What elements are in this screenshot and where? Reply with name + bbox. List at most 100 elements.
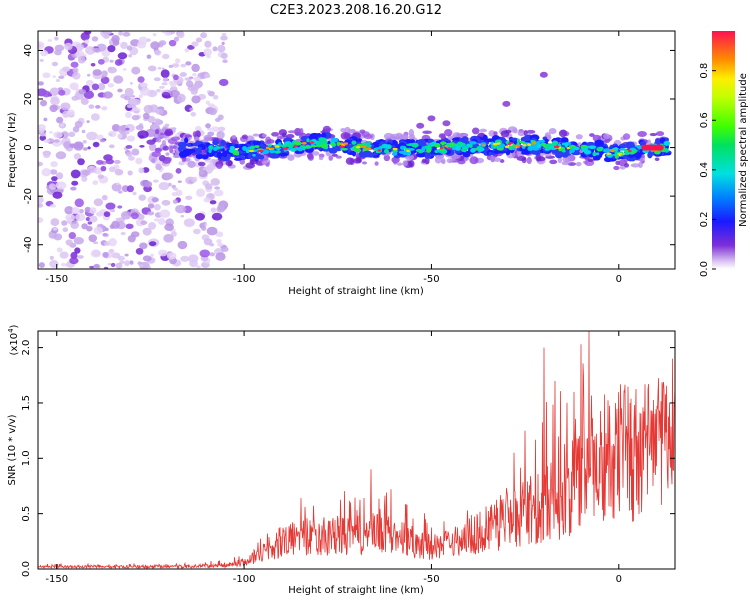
noise-blob xyxy=(185,195,193,201)
noise-blob xyxy=(38,203,44,208)
noise-blob xyxy=(180,63,187,68)
noise-blob xyxy=(49,255,54,260)
band-core-blob xyxy=(628,153,635,159)
noise-blob xyxy=(53,139,60,143)
noise-blob xyxy=(50,97,60,106)
band-halo-blob xyxy=(252,133,260,137)
band-core-blob xyxy=(195,153,204,160)
noise-blob xyxy=(148,241,157,247)
band-core-blob xyxy=(462,150,471,158)
colorbar-tick-label: 0.8 xyxy=(699,63,710,79)
side-emission-blob xyxy=(502,100,511,107)
band-core-blob xyxy=(258,144,266,148)
band-halo-blob xyxy=(216,163,223,169)
noise-blob xyxy=(126,135,136,142)
noise-blob xyxy=(215,252,226,261)
noise-blob xyxy=(122,31,131,37)
band-hot-blob xyxy=(269,147,275,150)
noise-blob xyxy=(153,218,160,222)
noise-blob xyxy=(203,197,211,203)
band-halo-blob xyxy=(549,159,558,165)
noise-blob xyxy=(206,163,215,172)
noise-blob xyxy=(158,40,167,46)
noise-blob xyxy=(138,36,148,45)
band-peak-blob xyxy=(612,147,618,151)
band-peak-blob xyxy=(434,143,441,148)
snr-y-tick-label: 0.0 xyxy=(21,561,32,577)
band-core-blob xyxy=(482,134,488,142)
noise-blob xyxy=(115,182,120,186)
band-peak-blob xyxy=(614,154,619,159)
band-peak-blob xyxy=(321,143,328,149)
band-halo-blob xyxy=(516,156,527,161)
band-halo-blob xyxy=(421,158,427,164)
noise-blob xyxy=(52,191,63,199)
band-halo-blob xyxy=(285,134,295,139)
noise-blob xyxy=(216,239,222,244)
band-hot-blob xyxy=(566,146,570,150)
band-halo-blob xyxy=(589,133,595,137)
band-halo-blob xyxy=(328,155,334,161)
noise-blob xyxy=(55,79,61,82)
band-halo-blob xyxy=(245,162,256,169)
noise-blob xyxy=(92,69,102,76)
noise-blob xyxy=(139,242,148,250)
noise-blob xyxy=(89,207,97,214)
noise-blob xyxy=(91,83,100,91)
noise-blob xyxy=(100,165,107,172)
band-core-blob xyxy=(368,153,374,158)
noise-blob xyxy=(108,130,117,138)
band-halo-blob xyxy=(197,161,206,167)
noise-blob xyxy=(155,88,161,93)
band-halo-blob xyxy=(318,156,324,161)
band-halo-blob xyxy=(307,154,314,161)
noise-blob xyxy=(168,64,174,68)
noise-blob xyxy=(171,191,179,197)
band-hot-blob xyxy=(606,152,612,155)
noise-blob xyxy=(85,79,94,87)
noise-blob xyxy=(115,262,123,269)
noise-blob xyxy=(124,253,129,257)
band-peak-blob xyxy=(281,144,288,148)
band-peak-blob xyxy=(511,147,515,151)
noise-blob xyxy=(58,89,66,96)
noise-blob xyxy=(93,263,100,268)
noise-blob xyxy=(90,113,100,121)
snr-y-tick-label: 1.5 xyxy=(21,395,32,411)
noise-blob xyxy=(90,63,96,67)
noise-blob xyxy=(100,106,107,111)
noise-blob xyxy=(158,249,168,257)
spectrogram-x-label: Height of straight line (km) xyxy=(288,286,424,297)
noise-blob xyxy=(74,43,85,51)
noise-blob xyxy=(97,174,105,179)
band-peak-blob xyxy=(564,142,569,148)
band-halo-blob xyxy=(575,134,583,140)
noise-blob xyxy=(49,259,59,268)
noise-blob xyxy=(81,169,91,176)
noise-blob xyxy=(191,95,201,104)
noise-blob xyxy=(157,66,162,70)
noise-blob xyxy=(179,72,187,77)
noise-blob xyxy=(84,46,96,55)
noise-blob xyxy=(128,155,135,161)
noise-blob xyxy=(38,262,45,268)
noise-blob xyxy=(160,69,170,79)
noise-blob xyxy=(172,145,178,149)
band-halo-blob xyxy=(402,160,408,167)
noise-blob xyxy=(62,227,69,233)
spectrogram-x-tick-label: -150 xyxy=(45,274,68,285)
noise-blob xyxy=(89,165,93,169)
band-hot-blob xyxy=(553,145,560,149)
noise-blob xyxy=(78,208,84,214)
spectrogram-panel: -150 -100 -50 0 -40 -20 0 20 40 Height of strai… xyxy=(7,30,676,297)
snr-multiplier-label: (x104) xyxy=(7,324,20,355)
band-halo-blob xyxy=(526,156,532,165)
band-halo-blob xyxy=(619,165,626,170)
band-halo-blob xyxy=(340,132,351,140)
noise-blob xyxy=(73,237,84,245)
band-halo-blob xyxy=(164,130,174,137)
band-halo-blob xyxy=(276,135,283,140)
noise-blob xyxy=(59,124,64,127)
band-peak-blob xyxy=(421,146,426,152)
band-peak-blob xyxy=(619,148,627,151)
